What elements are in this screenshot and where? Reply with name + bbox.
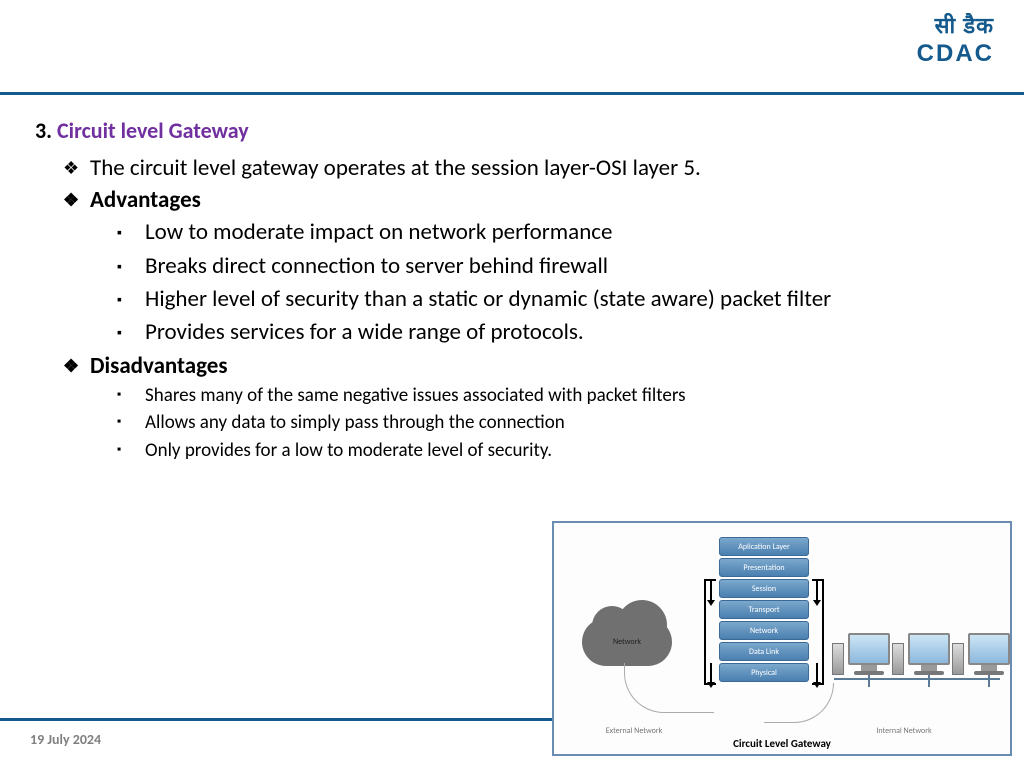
advantage-item: Higher level of security than a static o… xyxy=(35,283,989,316)
osi-layer: Physical xyxy=(719,663,809,682)
disadvantage-item: Allows any data to simply pass through t… xyxy=(35,409,989,437)
computer-icon xyxy=(904,633,954,687)
logo-english: CDAC xyxy=(917,40,994,68)
disadvantages-heading: Disadvantages xyxy=(35,350,989,382)
disadvantage-item: Shares many of the same negative issues … xyxy=(35,382,989,410)
arrow-icon xyxy=(710,581,712,601)
osi-layer: Session xyxy=(719,579,809,598)
osi-layer: Presentation xyxy=(719,558,809,577)
cable-left xyxy=(624,663,714,713)
internal-network-label: Internal Network xyxy=(874,726,934,736)
external-network-label: External Network xyxy=(604,726,664,736)
title-number: 3. xyxy=(35,117,52,144)
logo-hindi: सी डैक xyxy=(917,10,994,40)
computer-icon xyxy=(844,633,894,687)
osi-stack: Aplication Layer Presentation Session Tr… xyxy=(719,537,809,684)
osi-layer: Data Link xyxy=(719,642,809,661)
osi-layer: Aplication Layer xyxy=(719,537,809,556)
cdac-logo: सी डैक CDAC xyxy=(917,10,994,68)
arrow-icon xyxy=(816,663,818,683)
advantage-item: Low to moderate impact on network perfor… xyxy=(35,216,989,249)
footer-divider xyxy=(0,718,552,721)
advantage-item: Provides services for a wide range of pr… xyxy=(35,316,989,349)
title-text: Circuit level Gateway xyxy=(57,117,249,144)
arrow-icon xyxy=(710,663,712,683)
advantages-heading: Advantages xyxy=(35,184,989,216)
circuit-gateway-diagram: Network Aplication Layer Presentation Se… xyxy=(552,521,1012,756)
slide-content: 3. Circuit level Gateway The circuit lev… xyxy=(0,95,1024,465)
slide-header: सी डैक CDAC xyxy=(0,0,1024,95)
osi-layer: Transport xyxy=(719,600,809,619)
bracket-right xyxy=(812,579,824,685)
cloud-label: Network xyxy=(613,637,641,647)
footer-date: 19 July 2024 xyxy=(30,731,101,748)
computer-icon xyxy=(964,633,1014,687)
section-title: 3. Circuit level Gateway xyxy=(35,117,989,144)
disadvantage-item: Only provides for a low to moderate leve… xyxy=(35,437,989,465)
cable-right xyxy=(764,683,834,723)
advantage-item: Breaks direct connection to server behin… xyxy=(35,250,989,283)
intro-bullet: The circuit level gateway operates at th… xyxy=(35,152,989,184)
osi-layer: Network xyxy=(719,621,809,640)
network-cloud-icon: Network xyxy=(582,618,672,666)
diagram-title: Circuit Level Gateway xyxy=(554,737,1010,750)
arrow-icon xyxy=(816,581,818,601)
